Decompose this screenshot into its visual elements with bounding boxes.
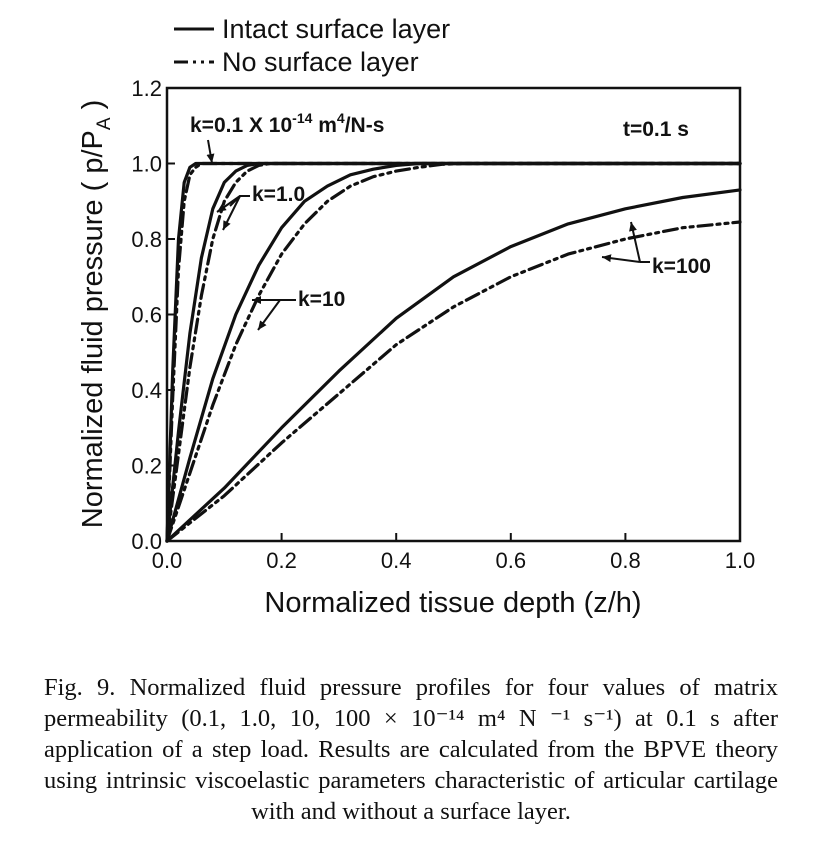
series-line-k-100-intact [165, 188, 742, 543]
arrow-k-100-dash [601, 254, 641, 263]
series-line-k-1-0-no-surface [165, 161, 742, 543]
x-axis-ticks: 0.0 0.2 0.4 0.6 0.8 1.0 [152, 533, 756, 573]
annotation-k-0-1: k=0.1 X 10-14 m4/N-s [190, 110, 384, 137]
y-tick-label: 0.4 [131, 378, 162, 403]
y-tick-label: 1.0 [131, 152, 162, 177]
y-tick-label: 0.0 [131, 529, 162, 554]
series-line-k-1-0-intact [165, 161, 742, 543]
x-tick-label: 0.8 [610, 548, 641, 573]
series-line-k-0-1-intact [165, 161, 742, 543]
arrow-k-10-dash [257, 299, 281, 331]
plot-frame [165, 86, 742, 543]
arrow-k-1-0-dash [222, 195, 241, 231]
arrow-k-0-1 [206, 139, 215, 164]
series-group [165, 161, 742, 543]
series-line-k-10-intact [165, 161, 742, 543]
annotation-k-1-0: k=1.0 [252, 183, 305, 206]
series-line-k-100-no-surface [165, 220, 742, 543]
x-axis-title: Normalized tissue depth (z/h) [264, 587, 641, 619]
x-tick-label: 0.6 [496, 548, 527, 573]
arrow-k-100-solid [629, 221, 641, 263]
x-tick-label: 1.0 [725, 548, 756, 573]
legend: Intact surface layer No surface layer [174, 14, 450, 77]
figure-caption: Fig. 9. Normalized fluid pressure profil… [44, 674, 778, 825]
y-tick-label: 1.2 [131, 76, 162, 101]
y-tick-label: 0.8 [131, 227, 162, 252]
y-axis-title: Normalized fluid pressure ( p/PA ) [77, 100, 115, 529]
x-tick-label: 0.0 [152, 548, 183, 573]
annotation-arrows [206, 139, 650, 331]
legend-label-intact: Intact surface layer [222, 14, 450, 44]
x-tick-label: 0.2 [266, 548, 297, 573]
annotation-k-100: k=100 [652, 255, 711, 278]
series-line-k-0-1-no-surface [165, 161, 742, 543]
arrow-k-1-0-solid [216, 195, 241, 213]
y-tick-label: 0.6 [131, 303, 162, 328]
series-line-k-10-no-surface [165, 161, 742, 543]
legend-label-no-surface: No surface layer [222, 47, 419, 77]
annotation-k-10: k=10 [298, 288, 345, 311]
x-tick-label: 0.4 [381, 548, 412, 573]
annotation-time: t=0.1 s [623, 118, 689, 141]
y-tick-label: 0.2 [131, 454, 162, 479]
